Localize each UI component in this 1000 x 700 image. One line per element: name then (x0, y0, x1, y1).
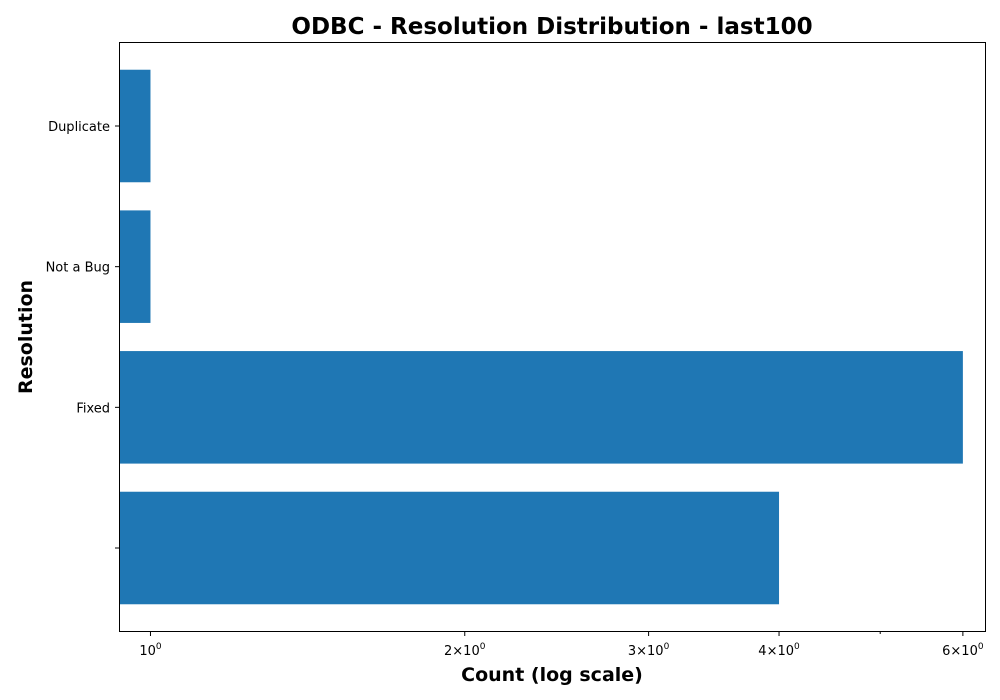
bar-fixed (120, 351, 963, 464)
x-tick-label: 3×100 (628, 642, 670, 659)
bar-duplicate (120, 69, 151, 183)
y-tick-label: Fixed (76, 401, 110, 416)
x-tick-label: 6×100 (942, 642, 984, 659)
y-axis-label: Resolution (15, 280, 37, 394)
y-tick-label: Duplicate (48, 120, 110, 135)
x-tick-label: 100 (139, 642, 162, 659)
x-tick-label: 4×100 (758, 642, 800, 659)
x-tick-label: 2×100 (444, 642, 486, 659)
bars-group (120, 69, 963, 605)
y-axis: Fixed Not a Bug Duplicate (46, 120, 120, 549)
y-tick-label: Not a Bug (46, 261, 110, 276)
plot-frame (119, 42, 986, 632)
bar-not-a-bug (120, 210, 151, 323)
bar-unlabeled (120, 491, 780, 605)
x-axis-label: Count (log scale) (461, 664, 643, 686)
x-axis: 100 2×100 3×100 4×100 6×100 (139, 631, 984, 659)
chart-title: ODBC - Resolution Distribution - last100 (291, 14, 812, 40)
